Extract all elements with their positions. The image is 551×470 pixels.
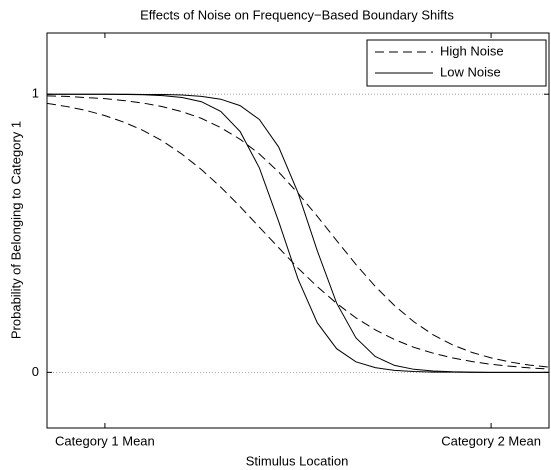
y-axis-label: Probability of Belonging to Category 1	[8, 121, 23, 339]
series-line	[47, 93, 549, 373]
legend-label: High Noise	[440, 43, 504, 58]
chart-title: Effects of Noise on Frequency−Based Boun…	[140, 7, 454, 22]
legend-label: Low Noise	[440, 64, 501, 79]
legend: High Noise Low Noise	[366, 39, 547, 87]
series-line	[47, 93, 549, 373]
y-tick-label: 0	[32, 364, 39, 379]
plot-frame	[46, 32, 550, 429]
x-tick-label: Category 1 Mean	[55, 433, 155, 448]
legend-box	[366, 39, 547, 87]
x-tick-label: Category 2 Mean	[441, 433, 541, 448]
x-axis-label: Stimulus Location	[246, 453, 349, 468]
series-line	[46, 95, 550, 368]
series-line	[46, 102, 550, 370]
y-tick-label: 1	[32, 86, 39, 101]
